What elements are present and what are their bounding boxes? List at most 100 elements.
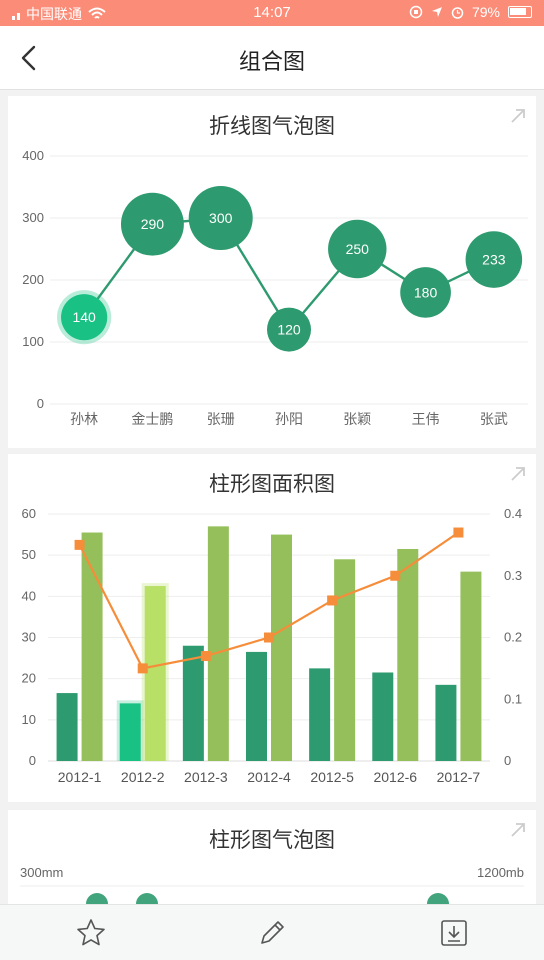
card-title-bubble-line: 折线图气泡图 — [209, 115, 335, 138]
nav-bar: 组合图 — [0, 26, 544, 90]
y2-tick-label: 0.4 — [504, 506, 522, 521]
card-title-bar-bubble: 柱形图气泡图 — [209, 829, 335, 852]
bubble-partial — [427, 893, 449, 904]
bubble-partial — [86, 893, 108, 904]
y2-tick-label: 0.3 — [504, 568, 522, 583]
bubble-point — [120, 192, 184, 256]
bubble-point — [465, 231, 523, 288]
x-tick-label: 张珊 — [207, 411, 235, 427]
line-point — [453, 527, 464, 538]
alarm-icon — [451, 6, 464, 19]
y-tick-label: 40 — [22, 588, 36, 603]
bubble-line-chart: 0 100 200 300 400 孙林 金士鹏 张珊 孙阳 张颖 王伟 张武 140 290 300 120… — [22, 148, 528, 427]
carrier-group: 中国联通 — [12, 4, 106, 24]
y2-tick-label: 0 — [504, 753, 511, 768]
line-point — [390, 570, 401, 581]
card-bar-bubble: 柱形图气泡图 300mm 1200mb — [8, 810, 536, 904]
bubble-partial — [136, 893, 158, 904]
expand-icon[interactable] — [510, 822, 526, 838]
signal-icon — [12, 8, 20, 20]
line-point — [327, 595, 338, 606]
line-point — [74, 539, 85, 550]
x-tick-label: 2012-7 — [437, 769, 481, 785]
x-tick-label: 金士鹏 — [131, 411, 173, 427]
bar-series-2 — [460, 571, 482, 761]
y-tick-label: 0 — [29, 753, 36, 768]
bar-area-chart: 0 10 20 30 40 50 60 0 0.1 0.2 0.3 0.4 2012-1 2012-2 20… — [22, 506, 523, 785]
x-tick-label: 孙阳 — [275, 411, 303, 427]
location-icon — [431, 7, 442, 17]
page-title: 组合图 — [238, 49, 305, 74]
card-bar-area: 柱形图面积图 0 10 20 30 40 50 60 0 0.1 0.2 0.3 0.4 2012-1 2… — [8, 454, 536, 802]
x-tick-label: 张武 — [480, 411, 508, 427]
left-axis-top-label: 300mm — [20, 865, 63, 880]
bar-series-1 — [309, 668, 331, 761]
battery-label: 79% — [471, 4, 500, 20]
pencil-icon[interactable] — [256, 917, 288, 949]
card-title-bar-area: 柱形图面积图 — [209, 473, 335, 496]
x-tick-label: 张颖 — [343, 411, 371, 427]
line-point — [137, 663, 148, 674]
bubble-point — [400, 267, 451, 318]
x-tick-label: 2012-5 — [310, 769, 354, 785]
carrier-label: 中国联通 — [26, 6, 82, 22]
x-tick-label: 王伟 — [412, 411, 440, 427]
bar-series-1 — [435, 684, 457, 761]
y-tick-label: 20 — [22, 671, 36, 686]
data-label: 233 — [482, 252, 506, 268]
bar-series-2 — [207, 526, 229, 761]
bubble-point — [61, 294, 108, 341]
data-label: 120 — [277, 322, 301, 338]
bar-series-1 — [372, 672, 394, 761]
y-tick-label: 400 — [22, 148, 44, 163]
bar-series-2 — [271, 534, 292, 761]
y-tick-label: 30 — [22, 630, 36, 645]
data-label: 250 — [346, 241, 370, 257]
status-time: 14:07 — [253, 4, 291, 21]
x-tick-label: 2012-2 — [121, 769, 165, 785]
bar-series-2 — [397, 548, 419, 761]
bar-series-1 — [119, 703, 141, 761]
y-tick-label: 50 — [22, 547, 36, 562]
bar-series-2 — [81, 532, 103, 761]
y2-tick-label: 0.2 — [504, 630, 522, 645]
x-tick-label: 2012-3 — [184, 769, 228, 785]
bottom-toolbar — [0, 904, 544, 960]
y-tick-label: 300 — [22, 210, 44, 225]
card-bubble-line: 折线图气泡图 0 100 200 300 400 孙林 金士鹏 张珊 孙阳 张颖 王伟 张武 140 29… — [8, 96, 536, 448]
y-tick-label: 100 — [22, 334, 44, 349]
x-tick-label: 2012-4 — [247, 769, 291, 785]
wifi-icon — [88, 7, 106, 19]
star-icon[interactable] — [75, 917, 107, 949]
y2-tick-label: 0.1 — [504, 691, 522, 706]
status-right: 79% — [409, 4, 532, 20]
bubble-point — [188, 186, 253, 250]
data-label: 300 — [209, 210, 233, 226]
back-arrow-icon[interactable] — [14, 42, 46, 74]
bar-series-2 — [334, 559, 356, 761]
expand-icon[interactable] — [510, 466, 526, 482]
right-axis-top-label: 1200mb — [477, 865, 524, 880]
orientation-lock-icon — [409, 5, 423, 19]
bar-series-1 — [246, 651, 267, 761]
line-point — [200, 651, 211, 662]
y-tick-label: 0 — [37, 396, 44, 411]
bar-series-1 — [182, 645, 204, 761]
line-point — [264, 632, 274, 643]
y-tick-label: 10 — [22, 712, 36, 727]
bar-series-1 — [56, 693, 78, 761]
download-icon[interactable] — [438, 917, 470, 949]
y-tick-label: 200 — [22, 272, 44, 287]
x-tick-label: 孙林 — [70, 411, 98, 427]
bubble-point — [328, 219, 387, 279]
data-label: 140 — [72, 309, 96, 325]
bar-series-2 — [144, 586, 166, 761]
x-tick-label: 2012-1 — [58, 769, 102, 785]
x-tick-label: 2012-6 — [373, 769, 417, 785]
y-tick-label: 60 — [22, 506, 36, 521]
data-label: 290 — [141, 216, 165, 232]
expand-icon[interactable] — [510, 108, 526, 124]
bubble-point — [267, 307, 311, 352]
status-bar: 中国联通 14:07 79% — [0, 0, 544, 26]
bar-bubble-chart: 300mm 1200mb — [20, 865, 524, 904]
